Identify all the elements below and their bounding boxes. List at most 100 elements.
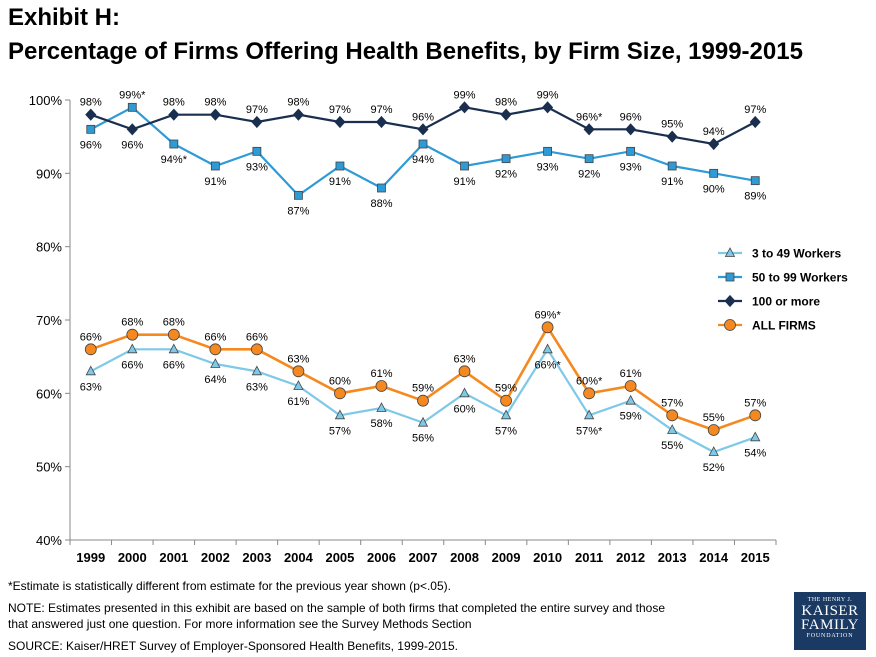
point-marker [626, 146, 636, 156]
point-marker [417, 123, 429, 136]
x-tick-label: 2004 [284, 550, 314, 565]
data-label: 93% [246, 161, 268, 173]
x-tick-label: 2003 [242, 550, 271, 565]
point-marker [542, 343, 553, 354]
data-label: 98% [204, 97, 226, 109]
logo-line-1: THE HENRY J. [807, 597, 853, 603]
point-marker [169, 139, 179, 149]
data-label: 94% [412, 154, 434, 166]
point-marker [666, 409, 679, 422]
point-marker [209, 108, 221, 121]
data-label: 57% [495, 425, 517, 437]
point-marker [292, 108, 304, 121]
data-label: 52% [703, 462, 725, 474]
point-marker [126, 328, 139, 341]
y-tick-label: 70% [36, 313, 62, 328]
point-marker [724, 247, 736, 257]
data-label: 98% [163, 97, 185, 109]
point-marker [86, 124, 96, 134]
point-marker [500, 108, 512, 121]
point-marker [334, 115, 346, 129]
data-label: 60% [329, 375, 351, 387]
x-tick-label: 2012 [616, 550, 645, 565]
data-label: 57% [661, 397, 683, 409]
data-label: 96% [121, 139, 143, 151]
data-label: 59% [412, 383, 434, 395]
point-marker [501, 154, 511, 164]
data-label: 93% [620, 161, 642, 173]
data-label: 98% [495, 97, 517, 109]
point-marker [541, 321, 554, 334]
point-marker [334, 409, 346, 420]
data-label: 59% [495, 383, 517, 395]
x-tick-label: 2006 [367, 550, 396, 565]
point-marker [334, 387, 346, 400]
data-label: 63% [246, 381, 268, 393]
point-marker [458, 365, 471, 378]
data-label: 93% [537, 161, 559, 173]
point-marker [749, 409, 762, 422]
data-label: 94% [703, 126, 725, 138]
data-label: 57% [744, 397, 766, 409]
chart-axes: 40% 50% 60% 70% 80% 90% 100% 1999 2000 2001 2002 20… [29, 93, 777, 565]
data-label: 98% [80, 97, 102, 109]
y-tick-label: 50% [36, 460, 62, 475]
point-marker [294, 190, 303, 200]
data-label: 90% [703, 183, 725, 195]
logo-line-4: FOUNDATION [806, 633, 854, 639]
data-label: 60% [454, 403, 476, 415]
asterisk-footnote: *Estimate is statistically different fro… [8, 579, 451, 593]
point-marker [458, 101, 471, 114]
point-marker [459, 387, 470, 398]
legend-label: ALL FIRMS [752, 319, 816, 333]
point-marker [749, 115, 761, 129]
point-marker [376, 402, 387, 412]
x-tick-label: 2000 [118, 550, 147, 565]
data-label: 95% [661, 119, 683, 131]
point-marker [335, 161, 345, 171]
note-line-1: NOTE: Estimates presented in this exhibi… [8, 601, 666, 615]
data-label: 60%* [576, 375, 603, 387]
data-label: 94%* [161, 154, 188, 166]
data-label: 96% [620, 111, 642, 123]
point-marker [377, 183, 386, 193]
data-label: 66% [163, 359, 185, 371]
data-label: 66% [121, 359, 143, 371]
point-marker [500, 394, 512, 407]
data-label: 87% [287, 205, 309, 217]
point-marker [167, 328, 180, 341]
point-marker [625, 394, 636, 405]
data-label: 89% [744, 191, 766, 203]
data-label: 88% [370, 198, 392, 210]
series-all-firms: 66% 68% 68% 66% 66% 63% 60% 61% 59% 63% 59% 69%* 60%… [80, 309, 766, 436]
series-3-to-49-workers: 63% 66% 66% 64% 63% 61% 57% 58% 56% 60% 57% 66%* 57%… [80, 343, 766, 474]
data-label: 66% [80, 331, 102, 343]
data-label: 92% [578, 169, 600, 181]
data-label: 66%* [534, 359, 561, 371]
x-tick-label: 2008 [450, 550, 479, 565]
x-tick-label: 2013 [658, 550, 687, 565]
legend-label: 50 to 99 Workers [752, 271, 848, 285]
point-marker [417, 416, 429, 427]
x-tick-label: 2010 [533, 550, 562, 565]
point-marker [724, 319, 736, 331]
chart-title: Percentage of Firms Offering Health Bene… [8, 38, 803, 65]
point-marker [543, 146, 552, 156]
point-marker [666, 130, 678, 143]
point-marker [667, 161, 677, 171]
point-marker [500, 409, 512, 420]
data-label: 69%* [534, 309, 561, 321]
point-marker [708, 137, 720, 151]
point-marker [210, 358, 221, 368]
data-label: 91% [661, 176, 683, 188]
source-line: SOURCE: Kaiser/HRET Survey of Employer-S… [8, 639, 458, 653]
point-marker [667, 424, 678, 434]
point-marker [251, 115, 263, 129]
data-label: 96% [412, 111, 434, 123]
point-marker [417, 394, 429, 407]
point-marker [375, 115, 388, 129]
point-marker [375, 380, 388, 392]
data-label: 63% [454, 353, 476, 365]
data-label: 57%* [576, 425, 603, 437]
line-chart: 40% 50% 60% 70% 80% 90% 100% 1999 2000 2001 2002 20… [29, 89, 848, 565]
